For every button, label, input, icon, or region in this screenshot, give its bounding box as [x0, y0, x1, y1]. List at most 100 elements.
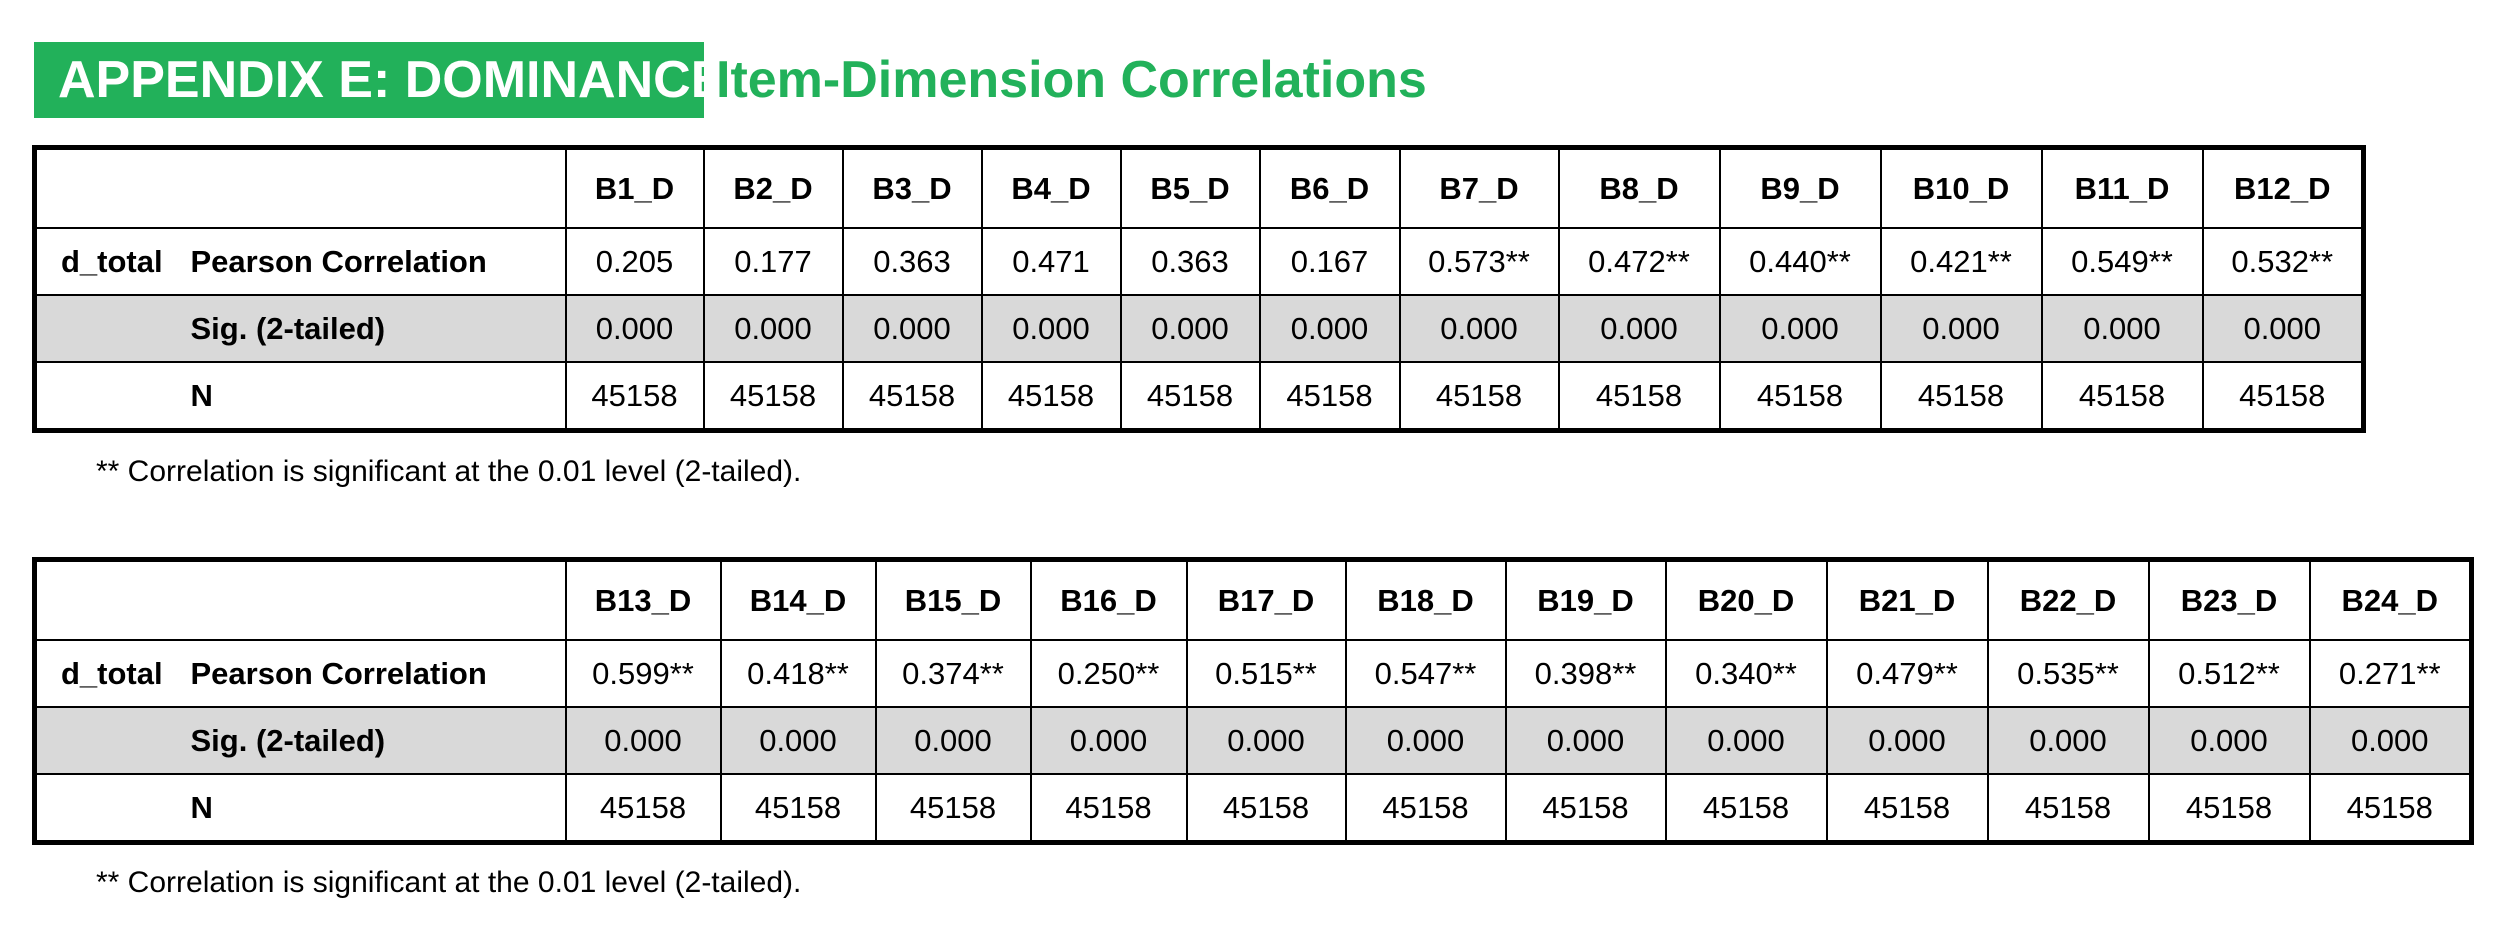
stat-label: Sig. (2-tailed) [190, 294, 567, 363]
pearson-cell: 0.205 [564, 227, 705, 296]
column-header: B17_D [1185, 558, 1347, 641]
pearson-cell: 0.479** [1825, 639, 1989, 708]
sig-row: Sig. (2-tailed) 0.000 0.000 0.000 0.000 … [33, 294, 2365, 363]
n-cell: 45158 [702, 361, 844, 432]
n-cell: 45158 [841, 361, 983, 432]
column-header: B20_D [1664, 558, 1828, 641]
sig-cell: 0.000 [1185, 706, 1347, 775]
n-cell: 45158 [1029, 773, 1188, 844]
n-cell: 45158 [1258, 361, 1401, 432]
n-cell: 45158 [1825, 773, 1989, 844]
n-cell: 45158 [2308, 773, 2473, 844]
stat-label: Pearson Correlation [190, 227, 567, 296]
pearson-cell: 0.532** [2201, 227, 2365, 296]
corner-cell [33, 146, 191, 229]
column-header: B15_D [874, 558, 1032, 641]
header-row: B13_D B14_D B15_D B16_D B17_D B18_D B19_… [33, 558, 2473, 641]
sig-cell: 0.000 [874, 706, 1032, 775]
sig-cell: 0.000 [1718, 294, 1882, 363]
n-cell: 45158 [980, 361, 1122, 432]
pearson-cell: 0.398** [1504, 639, 1667, 708]
column-header: B3_D [841, 146, 983, 229]
column-header: B11_D [2040, 146, 2204, 229]
pearson-cell: 0.250** [1029, 639, 1188, 708]
sig-cell: 0.000 [2147, 706, 2311, 775]
column-header: B13_D [564, 558, 722, 641]
n-cell: 45158 [1398, 361, 1560, 432]
pearson-cell: 0.471 [980, 227, 1122, 296]
stat-label: Sig. (2-tailed) [190, 706, 567, 775]
column-header: B5_D [1119, 146, 1261, 229]
pearson-cell: 0.271** [2308, 639, 2473, 708]
sig-cell: 0.000 [719, 706, 877, 775]
n-cell: 45158 [1557, 361, 1721, 432]
appendix-subtitle: Item-Dimension Correlations [716, 51, 1427, 109]
sig-cell: 0.000 [1504, 706, 1667, 775]
n-cell: 45158 [1344, 773, 1507, 844]
pearson-cell: 0.421** [1879, 227, 2043, 296]
sig-cell: 0.000 [2201, 294, 2365, 363]
n-cell: 45158 [2201, 361, 2365, 432]
pearson-cell: 0.535** [1986, 639, 2150, 708]
sig-cell: 0.000 [1986, 706, 2150, 775]
sig-cell: 0.000 [1825, 706, 1989, 775]
n-row: N 45158 45158 45158 45158 45158 45158 45… [33, 361, 2365, 432]
pearson-row: d_total Pearson Correlation 0.599** 0.41… [33, 639, 2473, 708]
sig-cell: 0.000 [2308, 706, 2473, 775]
sig-cell: 0.000 [1664, 706, 1828, 775]
sig-cell: 0.000 [1258, 294, 1401, 363]
appendix-title: APPENDIX E: DOMINANCE [34, 42, 725, 118]
row-label-blank [33, 361, 191, 432]
pearson-cell: 0.472** [1557, 227, 1721, 296]
column-header: B18_D [1344, 558, 1507, 641]
pearson-cell: 0.418** [719, 639, 877, 708]
n-cell: 45158 [1718, 361, 1882, 432]
n-cell: 45158 [1879, 361, 2043, 432]
column-header: B7_D [1398, 146, 1560, 229]
pearson-cell: 0.363 [1119, 227, 1261, 296]
pearson-cell: 0.440** [1718, 227, 1882, 296]
pearson-cell: 0.547** [1344, 639, 1507, 708]
column-header: B8_D [1557, 146, 1721, 229]
column-header: B21_D [1825, 558, 1989, 641]
n-cell: 45158 [719, 773, 877, 844]
sig-cell: 0.000 [564, 294, 705, 363]
column-header: B9_D [1718, 146, 1882, 229]
n-cell: 45158 [874, 773, 1032, 844]
column-header: B23_D [2147, 558, 2311, 641]
row-label-blank [33, 706, 191, 775]
sig-cell: 0.000 [1344, 706, 1507, 775]
corner-cell [33, 558, 191, 641]
sig-cell: 0.000 [564, 706, 722, 775]
column-header: B12_D [2201, 146, 2365, 229]
pearson-cell: 0.363 [841, 227, 983, 296]
n-cell: 45158 [1185, 773, 1347, 844]
pearson-cell: 0.599** [564, 639, 722, 708]
column-header: B16_D [1029, 558, 1188, 641]
column-header: B14_D [719, 558, 877, 641]
column-header: B2_D [702, 146, 844, 229]
sig-cell: 0.000 [1398, 294, 1560, 363]
pearson-cell: 0.549** [2040, 227, 2204, 296]
column-header: B24_D [2308, 558, 2473, 641]
correlation-table-2: B13_D B14_D B15_D B16_D B17_D B18_D B19_… [32, 557, 2474, 845]
row-label: d_total [33, 227, 191, 296]
corner-cell [190, 558, 567, 641]
significance-note: ** Correlation is significant at the 0.0… [96, 866, 802, 899]
n-cell: 45158 [2040, 361, 2204, 432]
n-cell: 45158 [564, 773, 722, 844]
row-label-blank [33, 773, 191, 844]
column-header: B10_D [1879, 146, 2043, 229]
header-row: B1_D B2_D B3_D B4_D B5_D B6_D B7_D B8_D … [33, 146, 2365, 229]
sig-cell: 0.000 [1119, 294, 1261, 363]
column-header: B6_D [1258, 146, 1401, 229]
pearson-cell: 0.512** [2147, 639, 2311, 708]
stat-label: N [190, 361, 567, 432]
pearson-row: d_total Pearson Correlation 0.205 0.177 … [33, 227, 2365, 296]
correlation-table-1: B1_D B2_D B3_D B4_D B5_D B6_D B7_D B8_D … [32, 145, 2366, 433]
sig-row: Sig. (2-tailed) 0.000 0.000 0.000 0.000 … [33, 706, 2473, 775]
n-row: N 45158 45158 45158 45158 45158 45158 45… [33, 773, 2473, 844]
sig-cell: 0.000 [841, 294, 983, 363]
pearson-cell: 0.515** [1185, 639, 1347, 708]
row-label: d_total [33, 639, 191, 708]
